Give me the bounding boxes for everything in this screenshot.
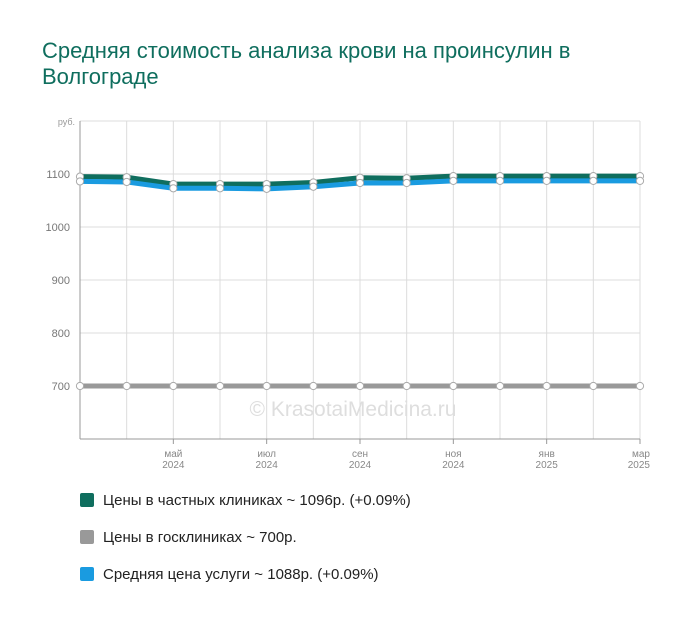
data-point	[75, 177, 85, 186]
data-point	[449, 381, 458, 391]
data-point	[635, 176, 645, 185]
x-tick-label-month: янв	[539, 449, 555, 460]
legend-label-private: Цены в частных клиниках ~ 1096р. (+0.09%…	[103, 491, 411, 509]
legend-item-average[interactable]: Средняя цена услуги ~ 1088р. (+0.09%)	[80, 564, 411, 584]
data-point	[495, 176, 505, 185]
data-point	[122, 177, 131, 187]
x-tick-label-month: ноя	[445, 449, 462, 460]
data-point	[309, 182, 318, 191]
x-tick-label-year: 2025	[628, 460, 651, 471]
x-tick-label-month: июл	[257, 449, 276, 460]
y-axis-unit: руб.	[58, 117, 75, 127]
data-point	[169, 184, 178, 193]
data-point	[589, 176, 598, 185]
data-point	[542, 381, 551, 391]
legend-item-private[interactable]: Цены в частных клиниках ~ 1096р. (+0.09%…	[80, 490, 411, 510]
x-tick-label-year: 2024	[349, 460, 372, 471]
y-tick-label: 800	[52, 328, 70, 340]
legend-swatch-private	[80, 493, 94, 507]
data-point	[449, 176, 458, 185]
data-point	[635, 381, 645, 391]
y-tick-label: 1100	[46, 169, 70, 181]
x-tick-label-year: 2024	[256, 460, 279, 471]
legend-label-average: Средняя цена услуги ~ 1088р. (+0.09%)	[103, 565, 379, 583]
data-point	[495, 381, 505, 391]
x-tick-label-year: 2024	[162, 460, 185, 471]
data-point	[122, 381, 131, 391]
data-point	[402, 178, 411, 188]
data-point	[542, 176, 551, 185]
data-point	[355, 178, 365, 188]
data-point	[75, 381, 85, 391]
x-tick-label-month: май	[164, 449, 182, 460]
legend-label-public: Цены в госклиниках ~ 700р.	[103, 528, 297, 546]
x-tick-label-year: 2024	[442, 460, 465, 471]
x-tick-label-month: сен	[352, 449, 368, 460]
data-point	[215, 184, 225, 193]
legend-swatch-average	[80, 567, 94, 581]
legend-item-public[interactable]: Цены в госклиниках ~ 700р.	[80, 527, 411, 547]
data-point	[215, 381, 225, 391]
data-point	[262, 184, 271, 193]
data-point	[355, 381, 365, 391]
data-point	[262, 381, 271, 391]
x-tick-label-month: мар	[632, 449, 650, 460]
data-point	[589, 381, 598, 391]
legend: Цены в частных клиниках ~ 1096р. (+0.09%…	[80, 490, 411, 601]
chart-title: Средняя стоимость анализа крови на проин…	[42, 38, 571, 89]
data-point	[309, 381, 318, 391]
legend-swatch-public	[80, 530, 94, 544]
data-point	[169, 381, 178, 391]
data-point	[402, 381, 411, 391]
x-tick-label-year: 2025	[536, 460, 559, 471]
y-tick-label: 700	[52, 381, 70, 393]
watermark: © KrasotaiMedicina.ru	[250, 398, 457, 421]
y-tick-label: 1000	[46, 222, 70, 234]
y-tick-label: 900	[52, 275, 70, 287]
